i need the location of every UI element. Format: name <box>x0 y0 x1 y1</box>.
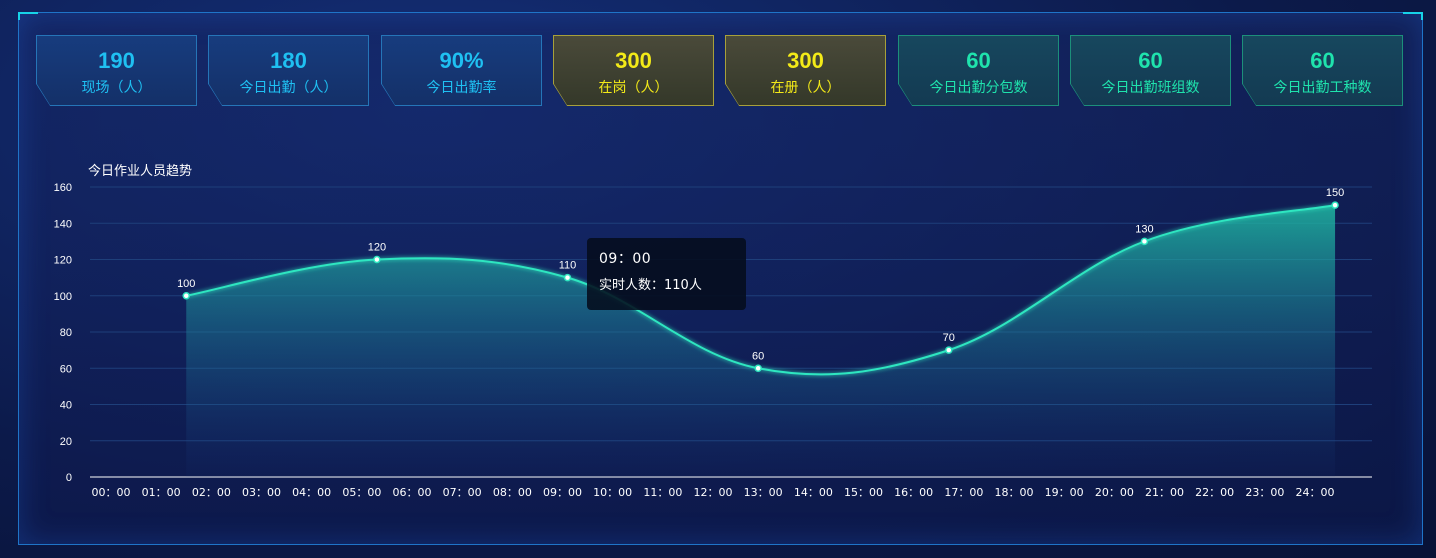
stat-label: 今日出勤率 <box>426 80 497 96</box>
chart-title: 今日作业人员趋势 <box>88 164 193 179</box>
card-body <box>899 36 1058 105</box>
data-label: 100 <box>177 278 195 290</box>
data-point <box>373 255 381 264</box>
x-tick-label: 20：00 <box>1095 486 1134 499</box>
y-tick-label: 60 <box>60 363 72 375</box>
x-tick-label: 04：00 <box>292 486 331 499</box>
x-tick-label: 07：00 <box>443 486 482 499</box>
stat-label: 在册（人） <box>770 80 841 96</box>
x-tick-label: 12：00 <box>694 486 733 499</box>
y-tick-label: 20 <box>60 436 72 448</box>
card-body <box>1243 36 1402 105</box>
data-label: 60 <box>752 350 764 362</box>
stat-card[interactable]: 300 在册（人） <box>725 35 886 106</box>
x-tick-label: 10：00 <box>593 486 632 499</box>
y-tick-label: 0 <box>66 472 72 484</box>
x-tick-label: 00：00 <box>92 486 131 499</box>
card-body <box>726 36 885 105</box>
card-body <box>1071 36 1230 105</box>
corner-decoration <box>1403 12 1423 20</box>
data-point <box>945 346 953 354</box>
data-label: 130 <box>1135 223 1153 235</box>
stat-label: 今日出勤班组数 <box>1101 80 1200 96</box>
y-tick-label: 40 <box>60 400 72 412</box>
x-tick-label: 16：00 <box>894 486 933 499</box>
stat-card[interactable]: 180 今日出勤（人） <box>208 35 369 106</box>
stat-card[interactable]: 60 今日出勤工种数 <box>1242 35 1403 106</box>
y-tick-label: 140 <box>54 218 72 230</box>
stat-value: 300 <box>787 48 824 73</box>
stat-label: 今日出勤（人） <box>239 80 338 96</box>
x-tick-label: 17：00 <box>944 486 983 499</box>
x-tick-label: 23：00 <box>1245 486 1284 499</box>
stat-value: 180 <box>270 48 307 73</box>
x-tick-label: 01：00 <box>142 486 181 499</box>
x-tick-label: 18：00 <box>995 486 1034 499</box>
y-tick-label: 120 <box>54 255 72 267</box>
y-tick-label: 160 <box>54 182 72 194</box>
data-point <box>754 364 762 372</box>
card-body <box>37 36 196 105</box>
data-point <box>1331 201 1339 209</box>
stat-card[interactable]: 300 在岗（人） <box>553 35 714 106</box>
corner-decoration <box>18 12 38 20</box>
stat-value: 60 <box>1310 48 1335 73</box>
x-tick-label: 15：00 <box>844 486 883 499</box>
stat-card[interactable]: 190 现场（人） <box>36 35 197 106</box>
stat-label: 今日出勤分包数 <box>929 80 1028 96</box>
stat-value: 190 <box>98 48 135 73</box>
data-label: 120 <box>368 242 386 254</box>
x-tick-label: 03：00 <box>242 486 281 499</box>
y-tick-label: 100 <box>54 291 72 303</box>
data-label: 150 <box>1326 187 1344 199</box>
x-tick-label: 08：00 <box>493 486 532 499</box>
data-label: 110 <box>559 260 577 272</box>
x-tick-label: 02：00 <box>192 486 231 499</box>
stat-card[interactable]: 90% 今日出勤率 <box>381 35 542 106</box>
card-body <box>382 36 541 105</box>
tooltip-time: 09：00 <box>599 251 652 267</box>
stat-card[interactable]: 60 今日出勤班组数 <box>1070 35 1231 106</box>
x-tick-label: 24：00 <box>1296 486 1335 499</box>
x-tick-label: 19：00 <box>1045 486 1084 499</box>
card-body <box>554 36 713 105</box>
x-tick-label: 21：00 <box>1145 486 1184 499</box>
y-tick-label: 80 <box>60 327 72 339</box>
stat-label: 在岗（人） <box>598 80 669 96</box>
stat-value: 300 <box>615 48 652 73</box>
x-tick-label: 06：00 <box>393 486 432 499</box>
stat-value: 90% <box>439 48 484 73</box>
series-area <box>186 205 1336 477</box>
x-tick-label: 05：00 <box>342 486 381 499</box>
stat-card[interactable]: 60 今日出勤分包数 <box>898 35 1059 106</box>
x-tick-label: 11：00 <box>643 486 682 499</box>
stat-label: 现场（人） <box>81 80 152 96</box>
stat-value: 60 <box>966 48 991 73</box>
x-tick-label: 14：00 <box>794 486 833 499</box>
data-point <box>563 273 572 282</box>
tooltip-value: 实时人数：110人 <box>599 278 702 293</box>
card-body <box>209 36 368 105</box>
x-tick-label: 13：00 <box>744 486 783 499</box>
x-tick-label: 09：00 <box>543 486 582 499</box>
chart-tooltip: 09：00 实时人数：110人 <box>587 238 746 310</box>
data-point <box>1140 237 1149 246</box>
stat-label: 今日出勤工种数 <box>1273 80 1372 96</box>
data-label: 70 <box>943 332 955 344</box>
stat-value: 60 <box>1138 48 1163 73</box>
data-point <box>182 292 190 300</box>
x-tick-label: 22：00 <box>1195 486 1234 499</box>
